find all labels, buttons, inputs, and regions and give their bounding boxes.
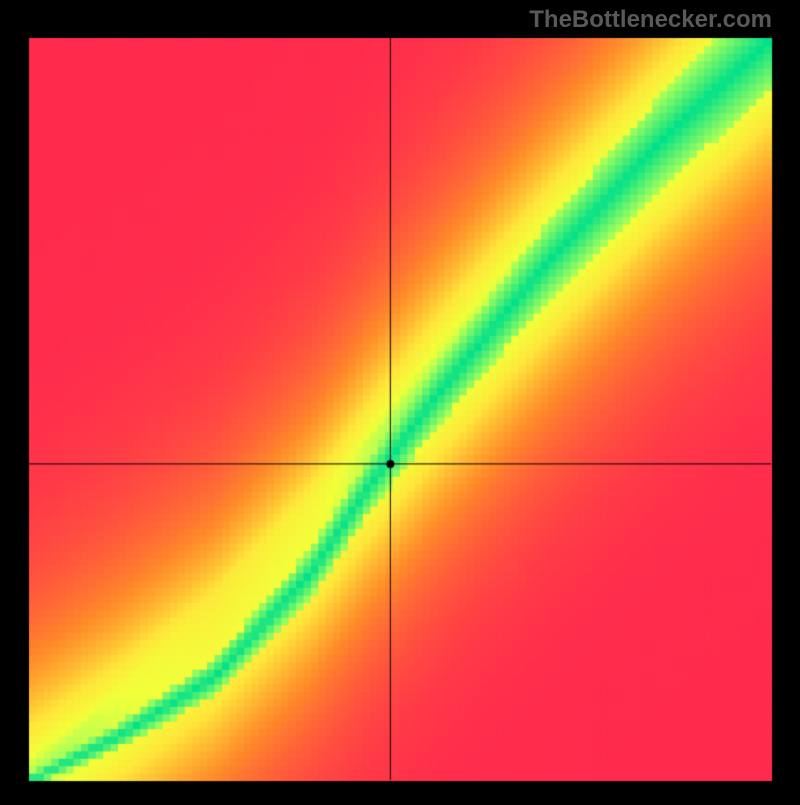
heatmap-canvas	[0, 0, 800, 800]
watermark-text: TheBottlenecker.com	[529, 6, 772, 34]
bottleneck-heatmap: TheBottlenecker.com	[0, 0, 800, 800]
